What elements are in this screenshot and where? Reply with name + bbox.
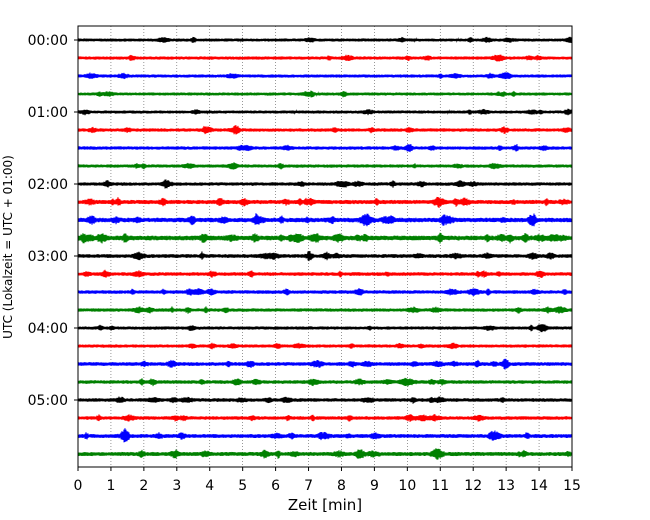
- x-tick-label: 10: [398, 478, 416, 494]
- trace-0415: [77, 342, 573, 350]
- x-tick-label: 7: [304, 478, 313, 494]
- trace-0430: [77, 358, 573, 370]
- x-tick-label: 6: [271, 478, 280, 494]
- plot-frame: [77, 25, 573, 468]
- trace-0345: [77, 306, 573, 314]
- trace-0545: [77, 448, 573, 460]
- y-tick-label: 01:00: [28, 105, 68, 121]
- trace-0530: [77, 428, 573, 443]
- trace-0100: [77, 108, 573, 116]
- trace-0400: [77, 324, 573, 333]
- x-tick-label: 15: [563, 478, 581, 494]
- x-tick-label: 9: [370, 478, 379, 494]
- trace-0515: [77, 414, 573, 422]
- x-tick-label: 5: [238, 478, 247, 494]
- trace-0115: [77, 125, 573, 135]
- trace-0015: [77, 54, 573, 62]
- x-tick-label: 4: [205, 478, 214, 494]
- x-tick-label: 3: [172, 478, 181, 494]
- trace-0130: [77, 144, 573, 153]
- trace-0500: [77, 396, 573, 404]
- trace-0215: [77, 196, 573, 209]
- trace-0030: [77, 72, 573, 80]
- trace-0000: [77, 36, 573, 43]
- y-tick-label: 02:00: [28, 177, 68, 193]
- y-axis-label: UTC (Lokalzeit = UTC + 01:00): [1, 155, 15, 339]
- x-tick-label: 12: [464, 478, 482, 494]
- trace-lines: [77, 36, 573, 460]
- trace-0200: [77, 179, 573, 189]
- x-tick-label: 0: [74, 478, 83, 494]
- y-axis-ticks: 00:00 01:00 02:00 03:00 04:00 05:00: [28, 33, 78, 409]
- trace-0445: [77, 377, 573, 387]
- x-axis-ticks: 0 1 2 3 4 5 6 7 8 9 10 11 12 13 14 15: [74, 467, 581, 494]
- x-tick-label: 11: [431, 478, 449, 494]
- y-tick-label: 04:00: [28, 321, 68, 337]
- x-tick-label: 13: [497, 478, 515, 494]
- trace-0330: [77, 288, 573, 296]
- trace-0145: [77, 162, 573, 170]
- y-tick-label: 03:00: [28, 249, 68, 265]
- trace-0245: [77, 232, 573, 244]
- x-tick-label: 14: [530, 478, 548, 494]
- x-tick-label: 1: [106, 478, 115, 494]
- trace-0045: [77, 90, 573, 98]
- x-tick-label: 2: [139, 478, 148, 494]
- y-tick-label: 00:00: [28, 33, 68, 49]
- trace-0230: [77, 213, 573, 227]
- y-tick-label: 05:00: [28, 393, 68, 409]
- x-axis-label: Zeit [min]: [288, 496, 362, 514]
- trace-0315: [77, 269, 573, 278]
- x-tick-label: 8: [337, 478, 346, 494]
- trace-0300: [77, 251, 573, 262]
